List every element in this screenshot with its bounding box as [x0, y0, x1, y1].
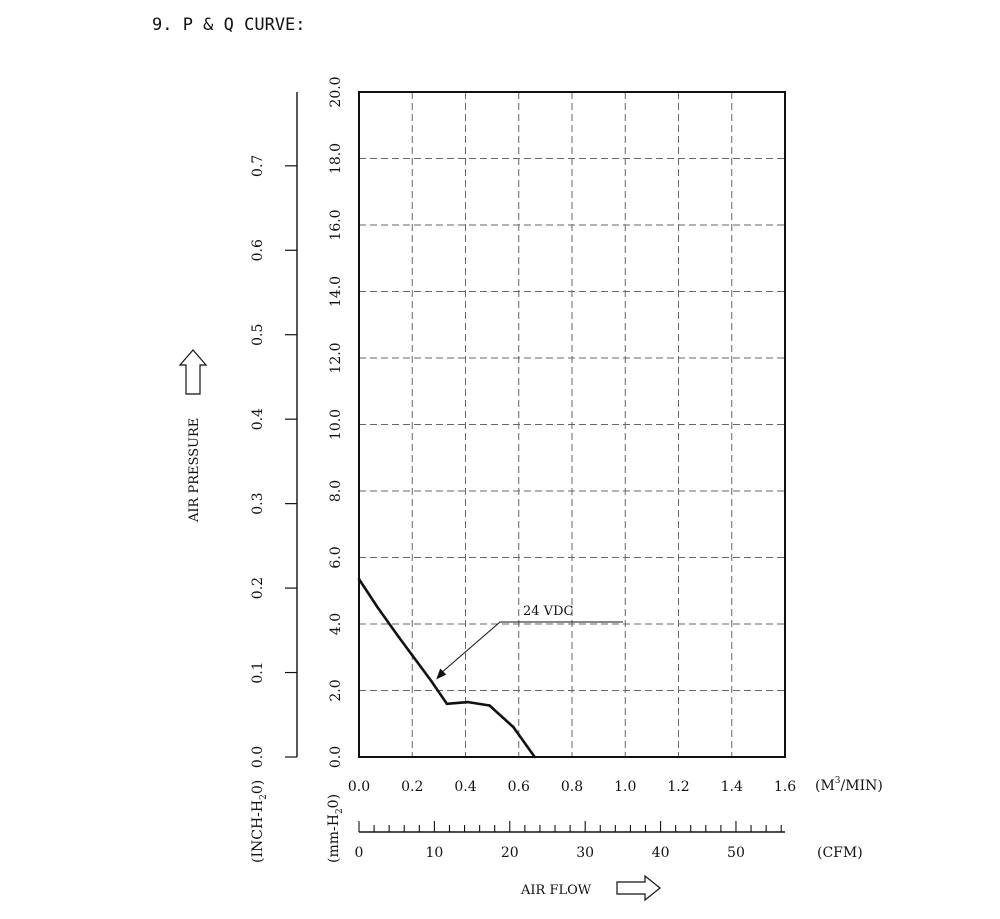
chart-grid — [359, 92, 785, 757]
x-tick-label: 0.8 — [561, 779, 583, 795]
y-tick-label: 4.0 — [328, 613, 344, 635]
cfm-unit-label: (CFM) — [817, 845, 863, 861]
page-title: 9. P & Q CURVE: — [152, 15, 306, 35]
cfm-minor-ticks — [358, 821, 782, 832]
y-tick-labels: 0.0 2.0 4.0 6.0 8.0 10.0 12.0 14.0 16.0 18.0 20.0 — [328, 76, 344, 768]
inch-tick-label: 0.7 — [250, 155, 266, 177]
cfm-tick-label: 10 — [425, 845, 443, 861]
y-tick-label: 20.0 — [328, 76, 344, 107]
y-tick-label: 18.0 — [328, 143, 344, 174]
inch-tick-label: 0.0 — [250, 746, 266, 768]
inch-axis-ticks: 0.0 0.1 0.2 0.3 0.4 0.5 0.6 0.7 — [250, 155, 297, 768]
inch-tick-label: 0.1 — [250, 661, 266, 683]
x-tick-label: 1.0 — [614, 779, 636, 795]
series-point — [466, 700, 470, 704]
air-flow-label: AIR FLOW — [520, 883, 592, 898]
inch-axis: 0.0 0.1 0.2 0.3 0.4 0.5 0.6 0.7 — [250, 92, 298, 768]
plot-frame — [358, 91, 786, 758]
air-pressure-label: AIR PRESSURE — [187, 418, 202, 523]
inch-unit-label: (INCH-H20) — [250, 780, 269, 863]
cfm-tick-label: 40 — [652, 845, 670, 861]
y-tick-label: 2.0 — [328, 679, 344, 701]
series-point — [397, 636, 401, 639]
up-arrow-icon — [178, 349, 208, 395]
cfm-tick-label: 30 — [576, 845, 594, 861]
x-tick-label: 1.4 — [721, 779, 743, 795]
series-point — [376, 606, 379, 609]
series-point — [429, 679, 433, 682]
y-tick-label: 16.0 — [328, 209, 344, 240]
x-tick-label: 1.2 — [667, 779, 689, 795]
cfm-scale: 0 10 20 30 40 50 — [355, 821, 785, 861]
x-tick-label: 0.2 — [401, 779, 423, 795]
right-arrow-icon — [616, 874, 661, 902]
x-tick-labels: 0.0 0.2 0.4 0.6 0.8 1.0 1.2 1.4 1.6 — [348, 779, 796, 795]
series-point — [512, 725, 515, 729]
y-tick-label: 0.0 — [328, 746, 344, 768]
series-point — [533, 755, 537, 759]
mm-unit-label: (mm-H20) — [326, 794, 345, 863]
x-tick-label: 0.4 — [454, 779, 476, 795]
annotation-leader — [437, 621, 623, 676]
x-unit-label: (M3/MIN) — [815, 776, 883, 794]
annotation-arrow-icon — [436, 668, 447, 680]
inch-tick-label: 0.5 — [250, 324, 266, 346]
x-tick-label: 0.6 — [508, 779, 530, 795]
cfm-tick-label: 50 — [727, 845, 745, 861]
inch-tick-label: 0.4 — [250, 408, 266, 430]
annotation-label: 24 VDC — [523, 604, 573, 619]
inch-tick-label: 0.2 — [250, 577, 266, 599]
cfm-tick-label: 0 — [355, 845, 364, 861]
x-tick-label: 0.0 — [348, 779, 370, 795]
series-point — [488, 704, 491, 707]
inch-tick-label: 0.6 — [250, 239, 266, 261]
y-tick-label: 14.0 — [328, 276, 344, 307]
y-tick-label: 10.0 — [328, 409, 344, 440]
series-point — [357, 577, 361, 581]
x-tick-label: 1.6 — [774, 779, 796, 795]
y-tick-label: 6.0 — [328, 546, 344, 568]
inch-tick-label: 0.3 — [250, 493, 266, 515]
y-tick-label: 8.0 — [328, 480, 344, 502]
cfm-tick-labels: 0 10 20 30 40 50 — [355, 845, 745, 861]
series-group: 24 VDC — [357, 577, 623, 759]
cfm-tick-label: 20 — [501, 845, 519, 861]
series-point — [445, 702, 449, 706]
y-tick-label: 12.0 — [328, 342, 344, 373]
